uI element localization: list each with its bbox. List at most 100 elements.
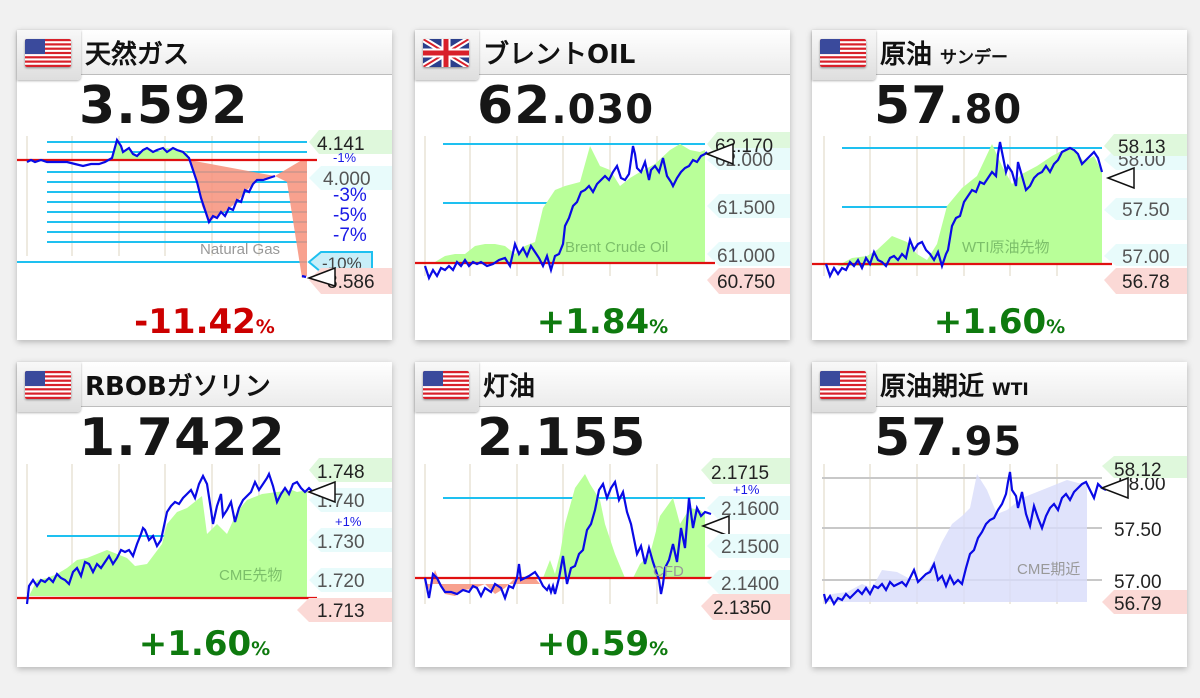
- flag-tab: [415, 30, 479, 80]
- high-label: 1.748: [317, 462, 365, 483]
- price-value: 57.80: [874, 76, 1022, 136]
- change-percent: +1.60%: [17, 624, 392, 664]
- chart-watermark: CME期近: [1017, 561, 1080, 578]
- low-label: 56.78: [1122, 272, 1170, 293]
- scale-label: 1.730: [317, 532, 365, 553]
- flag-tab: [17, 30, 81, 80]
- change-value: +1.84: [536, 302, 650, 342]
- price-main: 3.592: [79, 76, 249, 136]
- price-frac: .95: [948, 419, 1023, 465]
- change-value: +1.60: [138, 624, 252, 664]
- low-label: 2.1350: [713, 598, 771, 619]
- price-value: 2.155: [477, 408, 646, 468]
- low-label: 1.713: [317, 601, 365, 622]
- panel-brent-oil[interactable]: ブレントOIL 62.030 Brent Crude Oil 62.000 62…: [415, 30, 790, 342]
- change-percent: +1.60%: [812, 302, 1187, 342]
- price-chart: CME期近 58.00 58.12 57.50 57.00 56.79: [822, 456, 1187, 615]
- price-chart: Natural Gas 4.141 -1% 4.000 -3% -5% -7% …: [17, 130, 392, 294]
- low-label: 3.586: [327, 272, 375, 293]
- title-text: 原油: [880, 40, 933, 70]
- price-frac: .030: [551, 87, 655, 133]
- us-flag-icon: [820, 371, 866, 399]
- chart-watermark: Brent Crude Oil: [565, 239, 668, 256]
- scale-label: 1.720: [317, 571, 365, 592]
- title-subtitle: WTI: [992, 380, 1029, 400]
- high-label: 2.1715: [711, 463, 769, 484]
- panel-title: 天然ガス: [85, 34, 189, 71]
- scale-label: 2.1600: [721, 499, 779, 520]
- scale-label: 57.00: [1122, 247, 1170, 268]
- chart-watermark: CFD: [653, 563, 684, 580]
- percent-sign: %: [251, 638, 271, 660]
- chart-watermark: CME先物: [219, 567, 282, 584]
- scale-label: 2.1500: [721, 537, 779, 558]
- scale-label: 57.00: [1114, 572, 1162, 593]
- price-chart: Brent Crude Oil 62.000 62.170 61.500 61.…: [415, 132, 790, 294]
- price-main: 57: [874, 76, 949, 136]
- scale-label: 2.1400: [721, 574, 779, 595]
- pct-label: -5%: [333, 205, 367, 226]
- pct-label: +1%: [733, 482, 760, 497]
- pct-label: +1%: [335, 514, 362, 529]
- us-flag-icon: [820, 39, 866, 67]
- panel-title: RBOBガソリン: [85, 366, 271, 403]
- price-main: 57: [874, 408, 949, 468]
- change-value: +0.59: [536, 624, 650, 664]
- price-frac: .80: [948, 87, 1023, 133]
- flag-tab: [17, 362, 81, 412]
- change-percent: +0.59%: [415, 624, 790, 664]
- low-label: 56.79: [1114, 594, 1162, 615]
- us-flag-icon: [25, 39, 71, 67]
- flag-tab: [812, 30, 876, 80]
- scale-label: 61.500: [717, 198, 775, 219]
- high-label: 58.13: [1118, 137, 1166, 158]
- us-flag-icon: [25, 371, 71, 399]
- panel-rbob-gasoline[interactable]: RBOBガソリン 1.7422 CME先物 1.748 1.740 +1% 1.…: [17, 362, 392, 667]
- panel-heating-oil[interactable]: 灯油 2.155 CFD 2.1715 +1% 2.1600 2.1500 2.…: [415, 362, 790, 667]
- price-chart: CME先物 1.748 1.740 +1% 1.730 1.720 1.713: [17, 458, 392, 622]
- price-value: 62.030: [477, 76, 654, 136]
- low-label: 60.750: [717, 272, 775, 293]
- price-chart: CFD 2.1715 +1% 2.1600 2.1500 2.1400 2.13…: [415, 458, 790, 620]
- us-flag-icon: [423, 371, 469, 399]
- change-percent: -11.42%: [17, 302, 392, 342]
- chart-watermark: Natural Gas: [200, 241, 280, 258]
- percent-sign: %: [255, 316, 275, 338]
- chart-watermark: WTI原油先物: [962, 239, 1050, 256]
- flag-tab: [415, 362, 479, 412]
- panel-title: 原油 サンデー: [880, 34, 1008, 71]
- change-value: +1.60: [933, 302, 1047, 342]
- scale-label: 58.00: [1118, 474, 1166, 495]
- title-text: ブレントOIL: [483, 40, 636, 70]
- price-main: 1.7422: [79, 408, 286, 468]
- panel-crude-front-month[interactable]: 原油期近 WTI 57.95 CME期近 58.00 58.12 57.50 57…: [812, 362, 1187, 667]
- title-text: 天然ガス: [85, 40, 190, 70]
- price-main: 2.155: [477, 408, 647, 468]
- price-value: 3.592: [79, 76, 248, 136]
- change-value: -11.42: [134, 302, 256, 342]
- panel-title: 原油期近 WTI: [880, 366, 1029, 403]
- price-value: 1.7422: [79, 408, 286, 468]
- title-text: RBOBガソリン: [85, 372, 271, 402]
- price-value: 57.95: [874, 408, 1022, 468]
- panel-title: 灯油: [483, 366, 535, 403]
- percent-sign: %: [649, 316, 669, 338]
- flag-tab: [812, 362, 876, 412]
- panel-title: ブレントOIL: [483, 34, 635, 71]
- change-percent: +1.84%: [415, 302, 790, 342]
- pct-label: -3%: [333, 185, 367, 206]
- high-label: 4.141: [317, 134, 365, 155]
- pct-label: -1%: [333, 150, 357, 165]
- title-text: 原油期近: [880, 372, 985, 402]
- percent-sign: %: [1046, 316, 1066, 338]
- scale-label: 4.000: [323, 169, 371, 190]
- uk-flag-icon: [423, 39, 469, 67]
- panel-natural-gas[interactable]: 天然ガス 3.592 Natural Gas 4.141 -1% 4.000 -…: [17, 30, 392, 342]
- title-text: 灯油: [483, 372, 536, 402]
- pct-label: -7%: [333, 225, 367, 246]
- scale-label: 61.000: [717, 246, 775, 267]
- price-main: 62: [477, 76, 552, 136]
- scale-label: 57.50: [1122, 200, 1170, 221]
- price-chart: WTI原油先物 58.00 58.13 57.50 57.00 56.78: [812, 134, 1187, 294]
- panel-crude-sunday[interactable]: 原油 サンデー 57.80 WTI原油先物 58.00 58.13 57.50 5…: [812, 30, 1187, 342]
